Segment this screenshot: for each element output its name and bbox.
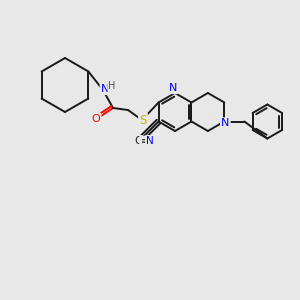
Text: S: S	[139, 113, 147, 127]
Text: N: N	[146, 136, 154, 146]
Text: N: N	[221, 118, 230, 128]
Text: N: N	[169, 83, 177, 93]
Text: C: C	[134, 136, 142, 146]
Text: N: N	[101, 84, 109, 94]
Text: ≡: ≡	[140, 136, 148, 146]
Text: H: H	[108, 81, 116, 91]
Text: O: O	[92, 114, 100, 124]
